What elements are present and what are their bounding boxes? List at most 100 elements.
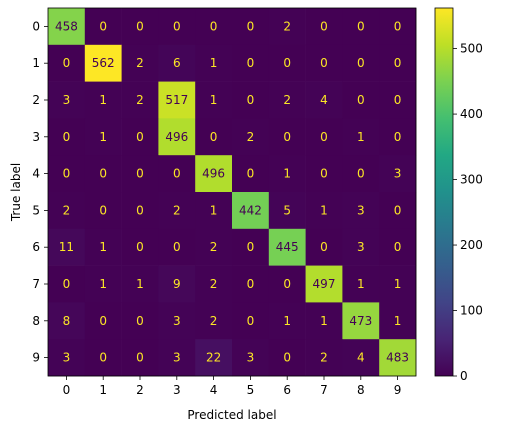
matrix-cell [305, 155, 343, 193]
cell-value-label: 442 [239, 203, 262, 217]
matrix-cell [342, 155, 380, 193]
cell-value-label: 0 [63, 56, 71, 70]
colorbar-tick-label: 400 [460, 107, 483, 121]
matrix-cell [195, 339, 233, 377]
matrix-cell [48, 118, 86, 156]
cell-value-label: 0 [394, 203, 402, 217]
cell-value-label: 483 [386, 351, 409, 365]
cell-value-label: 0 [247, 277, 255, 291]
matrix-cell [268, 81, 306, 119]
cell-value-label: 0 [394, 19, 402, 33]
cell-value-label: 0 [247, 19, 255, 33]
matrix-cell [195, 192, 233, 230]
matrix-cell [121, 265, 159, 303]
matrix-cell [121, 118, 159, 156]
matrix-cell [195, 155, 233, 193]
matrix-cell [84, 302, 122, 340]
cell-value-label: 0 [173, 167, 181, 181]
matrix-cell [84, 81, 122, 119]
cell-value-label: 0 [63, 277, 71, 291]
cell-value-label: 1 [283, 167, 291, 181]
y-tick-label: 1 [32, 56, 40, 70]
cell-value-label: 0 [283, 277, 291, 291]
matrix-cell [305, 81, 343, 119]
cell-value-label: 3 [63, 93, 71, 107]
matrix-cell [379, 228, 417, 266]
matrix-cell [195, 81, 233, 119]
y-tick-label: 2 [32, 93, 40, 107]
cell-value-label: 0 [320, 19, 328, 33]
x-tick-label: 9 [394, 383, 402, 397]
colorbar-ticks: 0 100 200 300 400 500 [453, 42, 483, 383]
matrix-cell [379, 192, 417, 230]
matrix-cell [84, 265, 122, 303]
cell-value-label: 3 [357, 240, 365, 254]
cell-value-label: 3 [173, 351, 181, 365]
cell-value-label: 0 [136, 314, 144, 328]
cell-value-label: 4 [357, 351, 365, 365]
x-tick-label: 1 [99, 383, 107, 397]
x-tick-label: 7 [320, 383, 328, 397]
matrix-cell [342, 192, 380, 230]
cell-value-label: 0 [63, 167, 71, 181]
cell-value-label: 1 [99, 130, 107, 144]
cell-value-label: 1 [320, 203, 328, 217]
matrix-cell [158, 81, 196, 119]
cell-value-label: 0 [136, 130, 144, 144]
matrix-cell [158, 339, 196, 377]
cell-value-label: 0 [63, 130, 71, 144]
cell-value-label: 1 [99, 93, 107, 107]
cell-value-label: 2 [210, 277, 218, 291]
cell-value-label: 562 [92, 56, 115, 70]
matrix-cell [232, 118, 270, 156]
cell-value-label: 0 [394, 240, 402, 254]
cell-value-label: 0 [99, 314, 107, 328]
matrix-cell [305, 8, 343, 46]
cell-value-label: 0 [320, 240, 328, 254]
cell-value-label: 11 [59, 240, 74, 254]
y-tick-label: 4 [32, 167, 40, 181]
y-tick-label: 9 [32, 351, 40, 365]
cell-value-label: 0 [136, 167, 144, 181]
matrix-cell [268, 192, 306, 230]
cell-value-label: 1 [210, 203, 218, 217]
cell-value-label: 3 [63, 351, 71, 365]
matrix-cell [195, 265, 233, 303]
colorbar-tick-label: 300 [460, 173, 483, 187]
colorbar-tick-label: 0 [460, 369, 468, 383]
matrix-cell [195, 302, 233, 340]
matrix-cell [268, 8, 306, 46]
matrix-cell [342, 118, 380, 156]
cell-value-label: 3 [247, 351, 255, 365]
cell-value-label: 1 [283, 314, 291, 328]
cell-value-label: 2 [136, 56, 144, 70]
matrix-cell [158, 8, 196, 46]
colorbar-gradient [434, 7, 454, 377]
cell-value-label: 1 [357, 277, 365, 291]
matrix-cell [305, 339, 343, 377]
cell-value-label: 3 [394, 167, 402, 181]
matrix-cell [342, 8, 380, 46]
y-tick-label: 0 [32, 19, 40, 33]
cell-value-label: 8 [63, 314, 71, 328]
matrix-cell [379, 339, 417, 377]
matrix-cell [232, 8, 270, 46]
matrix-cell [342, 302, 380, 340]
matrix-cell [268, 155, 306, 193]
matrix-cell [379, 265, 417, 303]
matrix-cell [48, 228, 86, 266]
matrix-cell [48, 155, 86, 193]
cell-value-label: 0 [173, 19, 181, 33]
cell-value-label: 3 [357, 203, 365, 217]
matrix-cell [195, 228, 233, 266]
x-tick-label: 3 [173, 383, 181, 397]
y-axis-ticks: 0 1 2 3 4 5 6 7 8 9 [32, 19, 48, 365]
matrix-cell [379, 44, 417, 82]
cell-value-label: 0 [283, 351, 291, 365]
x-tick-label: 2 [136, 383, 144, 397]
cell-value-label: 0 [247, 240, 255, 254]
matrix-cell [121, 81, 159, 119]
cell-value-label: 0 [99, 351, 107, 365]
matrix-cell [232, 155, 270, 193]
